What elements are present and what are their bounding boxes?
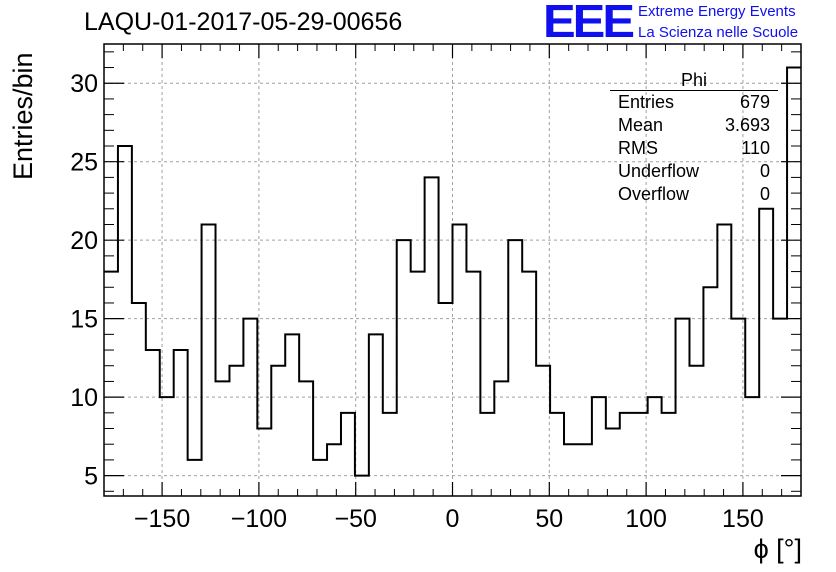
y-tick-label: 10 (70, 384, 98, 412)
x-tick-label: 100 (625, 505, 667, 533)
stats-label: Entries (618, 92, 675, 112)
x-tick-label: 150 (722, 505, 764, 533)
stats-row-underflow: Underflow 0 (610, 160, 778, 183)
stats-value: 3.693 (724, 115, 770, 135)
stats-label: Underflow (618, 161, 700, 181)
y-axis-label: Entries/bin (8, 52, 38, 180)
eee-logo: EEE (543, 0, 635, 48)
x-tick-label: −150 (134, 505, 190, 533)
logo-line-2: La Scienza nelle Scuole (638, 24, 799, 41)
stats-value: 0 (759, 161, 770, 181)
stats-row-mean: Mean 3.693 (610, 114, 778, 137)
axis-ticks (103, 44, 802, 496)
stats-row-overflow: Overflow 0 (610, 183, 778, 206)
stats-row-entries: Entries 679 (610, 91, 778, 114)
y-tick-label: 30 (70, 70, 98, 98)
x-tick-label: −100 (231, 505, 287, 533)
stats-title: Phi (610, 70, 778, 91)
tick-labels: −150 −100 −50 0 50 100 150 5 10 15 20 25 30 (70, 70, 764, 533)
x-tick-label: 50 (535, 505, 563, 533)
chart-title: LAQU-01-2017-05-29-00656 (84, 8, 403, 36)
logo-line-1: Extreme Energy Events (638, 3, 796, 20)
stats-value: 0 (759, 184, 770, 204)
y-tick-label: 15 (70, 306, 98, 334)
stats-row-rms: RMS 110 (610, 137, 778, 160)
x-axis-label: ϕ [°] (753, 534, 802, 564)
x-tick-label: 0 (446, 505, 460, 533)
stats-value: 679 (739, 92, 770, 112)
stats-label: Mean (618, 115, 664, 135)
y-tick-label: 20 (70, 227, 98, 255)
histogram-step-line (104, 66, 801, 477)
stats-value: 110 (741, 138, 770, 158)
stats-box: Phi Entries 679 Mean 3.693 RMS 110 Under… (610, 70, 778, 206)
stats-label: RMS (618, 138, 658, 158)
y-tick-label: 25 (70, 149, 98, 177)
stats-label: Overflow (618, 184, 690, 204)
x-tick-label: −50 (334, 505, 376, 533)
y-tick-label: 5 (84, 463, 98, 491)
